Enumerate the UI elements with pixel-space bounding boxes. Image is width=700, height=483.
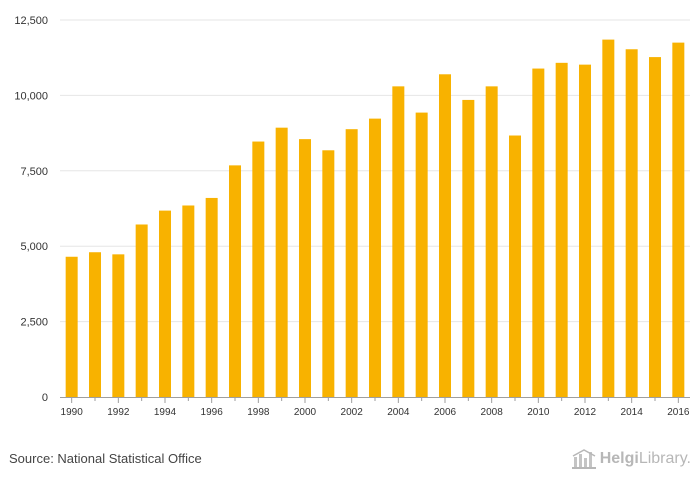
x-tick-label: 2016 — [667, 407, 690, 418]
bar-2012 — [579, 64, 591, 397]
y-tick-label: 7,500 — [20, 166, 48, 178]
bar-2004 — [392, 86, 405, 398]
x-tick-label: 2004 — [387, 407, 410, 418]
bar-1990 — [65, 256, 78, 397]
bar-2007 — [462, 99, 475, 397]
x-tick-label: 2008 — [481, 407, 504, 418]
bar-1999 — [275, 127, 288, 397]
bar-2010 — [532, 68, 545, 397]
x-tick-label: 2000 — [294, 407, 317, 418]
brand-name-part2: Library. — [638, 450, 691, 467]
bar-1994 — [159, 210, 171, 397]
brand-logo: Helgi Library. — [571, 449, 691, 469]
bar-1995 — [182, 205, 195, 397]
bar-2014 — [625, 49, 638, 398]
bar-2001 — [322, 150, 335, 397]
x-tick-label: 1996 — [201, 407, 224, 418]
bars — [65, 39, 685, 398]
y-axis: 0 2,500 5,000 7,500 10,000 12,500 — [14, 15, 48, 404]
bar-2011 — [555, 62, 568, 397]
y-tick-label: 10,000 — [14, 90, 48, 102]
x-tick-label: 2012 — [574, 407, 597, 418]
y-tick-label: 2,500 — [20, 317, 48, 329]
y-tick-label: 12,500 — [14, 15, 48, 27]
x-tick-label: 2010 — [527, 407, 550, 418]
x-tick-label: 1998 — [247, 407, 270, 418]
y-tick-label: 0 — [42, 392, 48, 404]
brand-name-part1: Helgi — [599, 450, 639, 467]
bar-2006 — [439, 74, 451, 398]
bar-2009 — [509, 135, 521, 397]
bar-2008 — [485, 86, 498, 398]
x-tick-label: 1994 — [154, 407, 177, 418]
y-tick-label: 5,000 — [20, 241, 48, 253]
bar-2015 — [649, 57, 661, 397]
x-tick-label: 2006 — [434, 407, 457, 418]
x-axis: 1990 1992 1994 1996 1998 2000 2002 2004 2006 2008… — [60, 397, 690, 418]
bar-1992 — [112, 254, 125, 397]
bar-1996 — [205, 197, 218, 397]
x-tick-label: 1990 — [61, 407, 84, 418]
x-tick-label: 2002 — [341, 407, 364, 418]
bar-1998 — [252, 141, 265, 397]
bar-1997 — [229, 165, 241, 397]
source-note: Source: National Statistical Office — [9, 451, 202, 466]
bar-1993 — [135, 224, 148, 397]
bar-2016 — [672, 42, 685, 398]
x-tick-label: 2014 — [621, 407, 644, 418]
bar-2002 — [345, 129, 358, 397]
x-tick-label: 1992 — [107, 407, 130, 418]
bar-2003 — [369, 118, 381, 397]
library-logo-icon — [571, 449, 596, 469]
bar-1991 — [89, 252, 101, 397]
bar-2005 — [415, 112, 428, 398]
bar-2000 — [299, 139, 311, 397]
bar-2013 — [602, 39, 615, 397]
